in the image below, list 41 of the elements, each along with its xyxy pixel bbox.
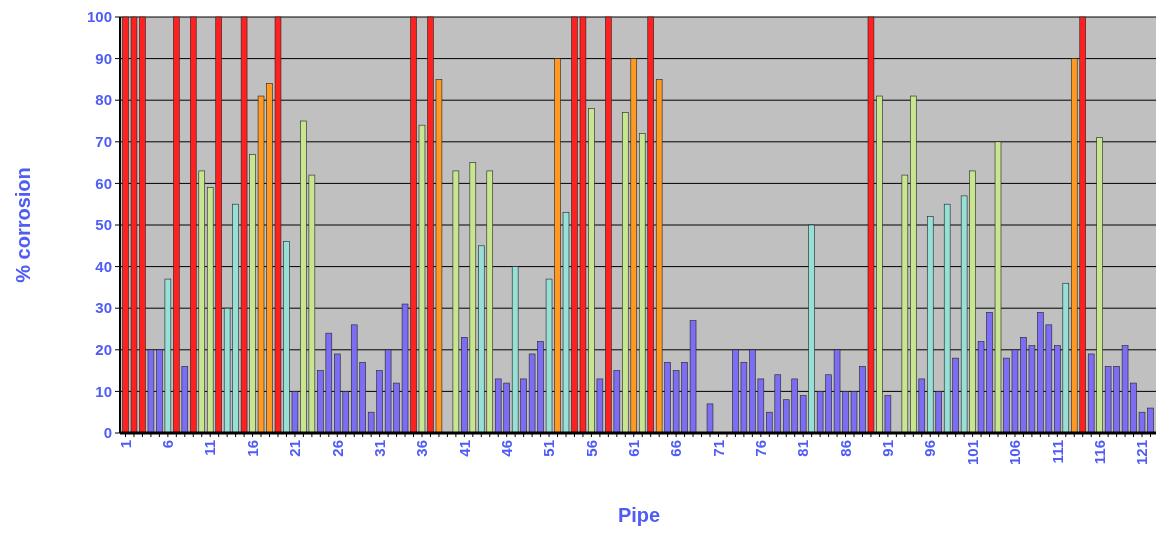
y-tick-label: 10 (95, 382, 112, 400)
x-tick-label: 71 (709, 440, 727, 457)
bar (901, 174, 909, 434)
y-tick-label: 70 (95, 133, 112, 151)
x-tick-label: 36 (413, 440, 431, 457)
y-tick-label: 30 (95, 299, 112, 317)
y-tick-label: 40 (95, 257, 112, 275)
x-tick-label: 91 (879, 440, 897, 457)
x-tick-label: 66 (667, 440, 685, 457)
x-tick-label: 31 (370, 440, 388, 457)
x-tick-label: 11 (201, 440, 219, 456)
x-tick-label: 86 (836, 440, 854, 457)
y-tick-label: 100 (86, 8, 112, 26)
bar (706, 403, 714, 434)
y-tick-label: 20 (95, 341, 112, 359)
x-tick-label: 46 (497, 440, 515, 457)
x-tick-label: 26 (328, 440, 346, 457)
y-tick-label: 60 (95, 174, 112, 192)
y-tick-label: 90 (95, 49, 112, 67)
x-tick-label: 1 (116, 440, 134, 449)
x-tick-label: 101 (963, 440, 981, 466)
y-axis-title: % corrosion (12, 167, 34, 283)
x-tick-label: 116 (1090, 440, 1108, 465)
x-tick-label: 81 (794, 440, 812, 457)
y-tick-label: 80 (95, 91, 112, 109)
x-tick-label: 96 (921, 440, 939, 457)
x-tick-label: 106 (1006, 440, 1024, 466)
x-tick-label: 41 (455, 440, 473, 457)
bar (452, 170, 460, 434)
y-tick-label: 0 (103, 424, 112, 442)
x-tick-label: 21 (286, 440, 304, 457)
x-tick-label: 111 (1048, 440, 1066, 464)
x-axis-title: Pipe (617, 504, 661, 526)
x-tick-label: 6 (159, 440, 177, 449)
x-tick-label: 56 (582, 440, 600, 457)
x-tick-label: 61 (625, 440, 643, 457)
y-tick-label: 50 (95, 216, 112, 234)
x-tick-label: 51 (540, 440, 558, 457)
x-tick-label: 16 (243, 440, 261, 457)
x-tick-label: 76 (752, 440, 770, 457)
x-tick-label: 121 (1133, 440, 1151, 466)
